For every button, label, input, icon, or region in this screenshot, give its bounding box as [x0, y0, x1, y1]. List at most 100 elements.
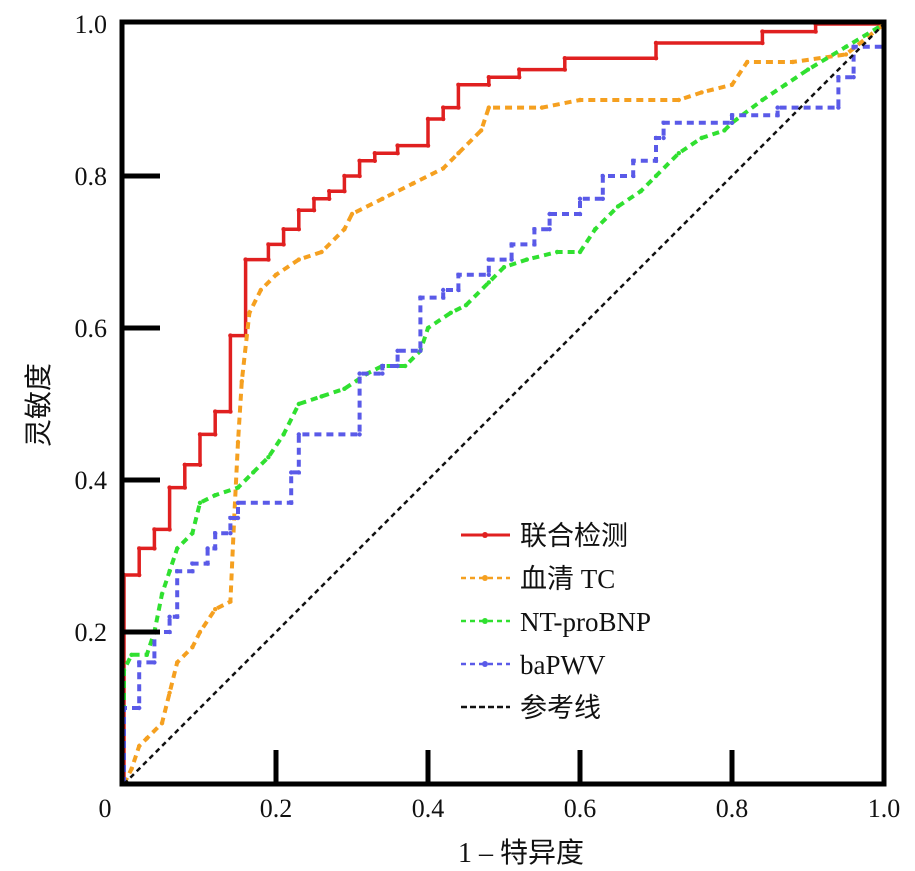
data-point	[243, 257, 248, 262]
data-point	[167, 527, 172, 532]
data-point	[532, 227, 537, 232]
data-point	[239, 379, 244, 384]
data-point	[577, 97, 583, 103]
data-point	[486, 105, 491, 110]
data-point	[159, 721, 165, 726]
data-point	[486, 257, 491, 262]
data-point	[380, 363, 385, 369]
data-point	[441, 166, 446, 171]
data-point	[593, 227, 598, 232]
data-point	[760, 29, 765, 34]
data-point	[486, 75, 491, 80]
data-point	[805, 67, 811, 72]
data-point	[638, 189, 643, 194]
data-point	[235, 515, 241, 521]
data-point	[653, 135, 659, 141]
data-point	[228, 599, 233, 604]
data-point	[319, 394, 324, 399]
data-point	[281, 227, 286, 232]
data-point	[296, 257, 301, 262]
data-point	[486, 280, 491, 285]
data-point	[448, 310, 453, 315]
data-point	[418, 295, 423, 300]
legend-marker	[482, 661, 488, 667]
series-layer	[121, 21, 887, 787]
data-point	[296, 401, 301, 407]
legend-label: baPWV	[520, 650, 606, 680]
data-point	[213, 432, 218, 437]
data-point	[289, 500, 294, 505]
data-point	[456, 105, 461, 110]
data-point	[699, 135, 704, 141]
series-line-1	[122, 22, 886, 785]
data-point	[266, 257, 271, 262]
data-point	[235, 439, 241, 445]
data-point	[357, 173, 362, 179]
data-point	[357, 432, 362, 437]
origin-label: 0	[99, 794, 112, 823]
data-point	[296, 470, 301, 475]
data-point	[175, 660, 180, 665]
data-point	[129, 766, 134, 771]
data-point	[425, 325, 431, 331]
data-point	[190, 569, 195, 574]
data-point	[137, 705, 142, 711]
data-point	[311, 208, 317, 213]
data-point	[836, 75, 841, 80]
data-point	[137, 572, 142, 578]
data-point	[266, 242, 271, 247]
data-point	[152, 527, 157, 532]
data-point	[137, 546, 142, 551]
x-tick-label: 0.8	[716, 794, 749, 823]
data-point	[562, 67, 567, 72]
data-point	[342, 386, 347, 391]
y-tick-label: 0.6	[75, 314, 108, 343]
data-point	[676, 97, 681, 103]
data-point	[213, 607, 218, 612]
y-tick-label: 1.0	[75, 10, 108, 39]
data-point	[509, 257, 514, 262]
data-point	[631, 173, 636, 179]
data-point	[395, 363, 400, 369]
data-point	[836, 105, 841, 110]
data-point	[456, 82, 461, 88]
data-point	[342, 227, 347, 232]
data-point	[775, 105, 780, 110]
data-point	[600, 196, 605, 201]
data-point	[380, 371, 385, 376]
data-point	[251, 470, 256, 475]
data-point	[441, 287, 446, 293]
data-point	[441, 105, 446, 110]
x-tick-label: 0.4	[412, 794, 445, 823]
x-tick-label: 0.2	[260, 794, 293, 823]
data-point	[258, 287, 263, 293]
data-point	[213, 546, 218, 551]
legend-label: 联合检测	[520, 521, 628, 551]
legend-marker	[482, 618, 488, 624]
data-point	[418, 348, 423, 353]
data-point	[289, 470, 294, 475]
data-point	[843, 44, 849, 49]
series-line-3	[122, 24, 886, 784]
data-point	[235, 500, 241, 505]
data-point	[175, 546, 180, 551]
data-point	[197, 500, 203, 505]
x-axis-label: 1 – 特异度	[458, 837, 584, 869]
data-point	[410, 181, 415, 186]
data-point	[228, 515, 233, 521]
series-line-4	[123, 23, 885, 785]
data-point	[729, 113, 735, 118]
data-point	[562, 56, 567, 61]
data-point	[760, 40, 765, 46]
data-point	[372, 151, 377, 156]
data-point	[661, 120, 666, 126]
data-point	[441, 295, 446, 300]
data-point	[197, 462, 203, 467]
data-point	[425, 116, 431, 122]
data-point	[653, 40, 659, 46]
data-point	[228, 531, 233, 536]
data-point	[228, 333, 233, 338]
data-point	[167, 485, 172, 490]
data-point	[296, 432, 301, 437]
data-point	[380, 196, 385, 201]
